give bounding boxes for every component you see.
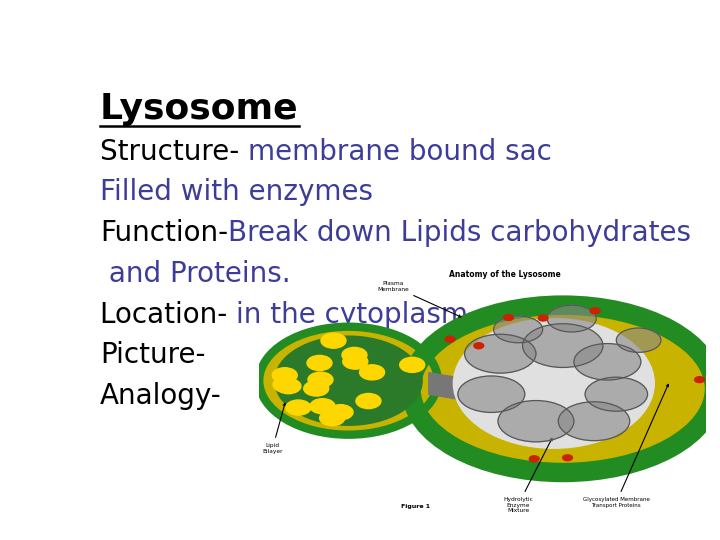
Circle shape — [562, 455, 572, 461]
Text: Picture-: Picture- — [100, 341, 205, 369]
Text: Filled with enzymes: Filled with enzymes — [100, 178, 373, 206]
Polygon shape — [429, 373, 460, 400]
Text: Plasma
Membrane: Plasma Membrane — [377, 281, 461, 317]
Circle shape — [273, 377, 298, 392]
Text: Break down Lipids carbohydrates: Break down Lipids carbohydrates — [228, 219, 691, 247]
Text: in the cytoplasm: in the cytoplasm — [236, 301, 468, 328]
Text: Location-: Location- — [100, 301, 236, 328]
Circle shape — [695, 377, 704, 383]
Text: Hydrolytic
Enzyme
Mixture: Hydrolytic Enzyme Mixture — [503, 438, 552, 514]
Circle shape — [310, 399, 335, 414]
Text: Function-: Function- — [100, 219, 228, 247]
Circle shape — [276, 379, 301, 394]
Ellipse shape — [458, 376, 525, 413]
Ellipse shape — [494, 316, 543, 343]
Ellipse shape — [558, 402, 630, 441]
Ellipse shape — [574, 343, 641, 380]
Circle shape — [445, 336, 455, 342]
Ellipse shape — [498, 401, 574, 442]
Text: Anatomy of the Lysosome: Anatomy of the Lysosome — [449, 270, 561, 279]
Ellipse shape — [454, 319, 654, 448]
Text: Lipid
Bilayer: Lipid Bilayer — [262, 403, 285, 454]
Text: Analogy-: Analogy- — [100, 382, 222, 410]
Ellipse shape — [547, 305, 596, 332]
Circle shape — [307, 355, 332, 370]
Circle shape — [308, 372, 333, 387]
Circle shape — [342, 347, 367, 362]
Circle shape — [321, 333, 346, 348]
Circle shape — [304, 381, 329, 396]
Ellipse shape — [585, 377, 647, 411]
Circle shape — [320, 410, 345, 426]
Circle shape — [328, 404, 353, 420]
Circle shape — [529, 456, 539, 462]
Circle shape — [356, 394, 381, 409]
Circle shape — [343, 354, 368, 369]
Text: Figure 1: Figure 1 — [401, 504, 430, 509]
Ellipse shape — [616, 328, 661, 352]
Circle shape — [272, 368, 297, 383]
Circle shape — [504, 315, 513, 321]
Circle shape — [286, 400, 311, 415]
Ellipse shape — [464, 334, 536, 373]
Circle shape — [474, 343, 484, 349]
Circle shape — [400, 357, 425, 373]
Circle shape — [359, 365, 384, 380]
Ellipse shape — [411, 305, 714, 472]
Circle shape — [539, 315, 548, 321]
Text: Structure-: Structure- — [100, 138, 248, 166]
Text: and Proteins.: and Proteins. — [100, 260, 291, 288]
Circle shape — [590, 308, 600, 314]
Circle shape — [259, 327, 438, 435]
Circle shape — [275, 336, 422, 426]
Text: membrane bound sac: membrane bound sac — [248, 138, 552, 166]
Text: Lysosome: Lysosome — [100, 92, 299, 126]
Text: Glycosylated Membrane
Transport Proteins: Glycosylated Membrane Transport Proteins — [583, 384, 668, 508]
Ellipse shape — [523, 323, 603, 368]
